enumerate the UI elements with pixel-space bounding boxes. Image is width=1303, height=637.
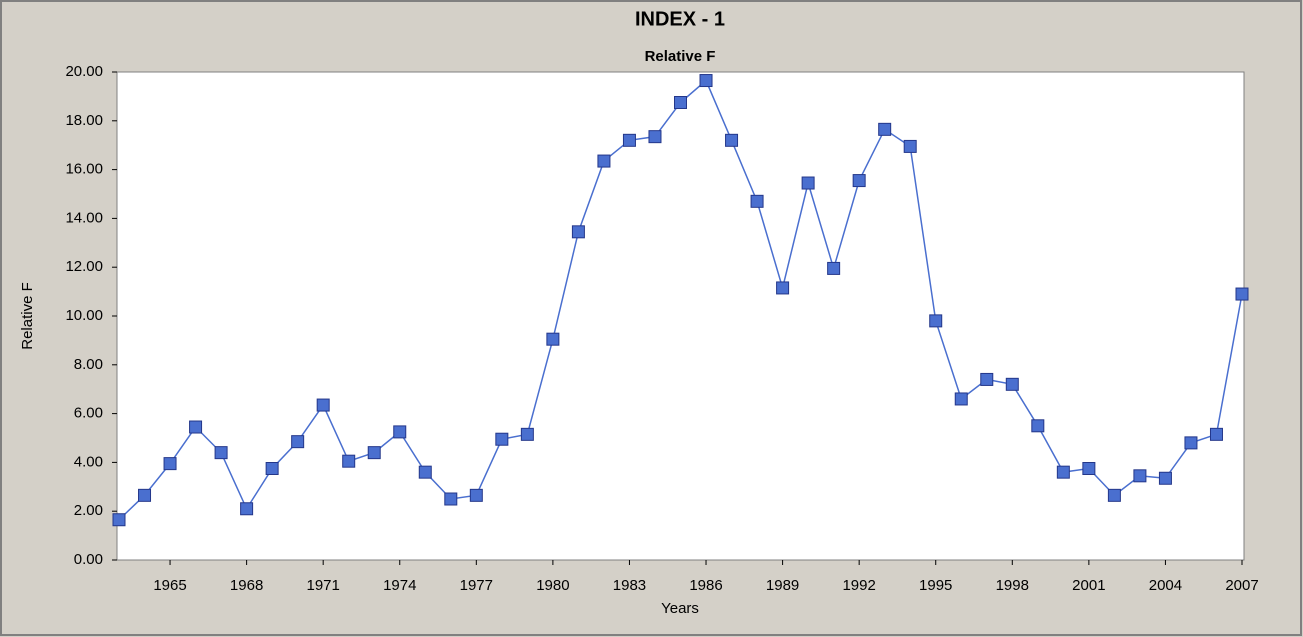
x-tick-label: 1992 bbox=[842, 577, 875, 594]
data-point bbox=[316, 398, 330, 412]
x-axis-label: Years bbox=[661, 600, 699, 617]
data-point bbox=[1158, 471, 1172, 485]
data-point bbox=[546, 332, 560, 346]
data-point bbox=[138, 488, 152, 502]
x-tick-label: 1980 bbox=[536, 577, 569, 594]
y-tick-label: 12.00 bbox=[65, 258, 103, 275]
data-point bbox=[240, 502, 254, 516]
x-tick-label: 2004 bbox=[1149, 577, 1182, 594]
data-point bbox=[1235, 287, 1249, 301]
x-tick-label: 2007 bbox=[1225, 577, 1258, 594]
data-point bbox=[393, 425, 407, 439]
data-point bbox=[622, 133, 636, 147]
data-point bbox=[342, 454, 356, 468]
data-point bbox=[189, 420, 203, 434]
data-point bbox=[367, 446, 381, 460]
x-tick-label: 1989 bbox=[766, 577, 799, 594]
x-tick-label: 2001 bbox=[1072, 577, 1105, 594]
data-point bbox=[112, 513, 126, 527]
data-point bbox=[163, 457, 177, 471]
chart-title: INDEX - 1 bbox=[635, 8, 725, 30]
data-point bbox=[801, 176, 815, 190]
data-point bbox=[495, 432, 509, 446]
data-point bbox=[903, 139, 917, 153]
x-tick-label: 1977 bbox=[460, 577, 493, 594]
data-point bbox=[291, 435, 305, 449]
data-point bbox=[878, 122, 892, 136]
y-tick-label: 14.00 bbox=[65, 209, 103, 226]
data-point bbox=[674, 96, 687, 109]
y-axis-label: Relative F bbox=[19, 282, 36, 350]
x-tick-label: 1968 bbox=[230, 577, 263, 594]
y-tick-label: 4.00 bbox=[74, 453, 103, 470]
y-tick-label: 16.00 bbox=[65, 161, 103, 178]
x-tick-label: 1983 bbox=[613, 577, 646, 594]
data-point bbox=[750, 194, 764, 208]
data-point bbox=[1209, 427, 1223, 441]
y-tick-label: 20.00 bbox=[65, 63, 103, 80]
x-tick-label: 1995 bbox=[919, 577, 952, 594]
data-point bbox=[954, 392, 968, 406]
x-tick-label: 1998 bbox=[996, 577, 1029, 594]
y-tick-label: 0.00 bbox=[74, 551, 103, 568]
data-point bbox=[469, 488, 483, 502]
data-point bbox=[852, 174, 866, 188]
data-point bbox=[571, 225, 585, 239]
y-tick-label: 2.00 bbox=[74, 502, 103, 519]
data-point bbox=[444, 492, 458, 506]
data-point bbox=[214, 446, 228, 460]
x-tick-label: 1974 bbox=[383, 577, 416, 594]
data-point bbox=[1082, 462, 1096, 475]
x-tick-label: 1971 bbox=[306, 577, 339, 594]
data-point bbox=[597, 154, 611, 168]
chart-subtitle: Relative F bbox=[645, 48, 716, 65]
data-point bbox=[1056, 465, 1070, 479]
data-point bbox=[418, 465, 432, 479]
data-point bbox=[980, 372, 994, 386]
y-tick-label: 10.00 bbox=[65, 307, 103, 324]
data-point bbox=[1031, 419, 1045, 433]
data-point bbox=[725, 133, 739, 147]
plot-area bbox=[116, 71, 1245, 561]
x-tick-label: 1965 bbox=[153, 577, 186, 594]
data-point bbox=[1107, 488, 1121, 502]
y-tick-label: 18.00 bbox=[65, 112, 103, 129]
y-tick-label: 8.00 bbox=[74, 356, 103, 373]
data-point bbox=[648, 130, 662, 144]
data-point bbox=[929, 314, 943, 328]
y-tick-label: 6.00 bbox=[74, 405, 103, 422]
data-point bbox=[1133, 469, 1147, 483]
data-point bbox=[520, 427, 534, 441]
data-point bbox=[827, 261, 841, 275]
data-point bbox=[265, 462, 279, 475]
data-point bbox=[776, 281, 790, 295]
data-point bbox=[1005, 377, 1019, 391]
data-point bbox=[699, 74, 713, 88]
x-tick-label: 1986 bbox=[689, 577, 722, 594]
data-point bbox=[1184, 436, 1198, 450]
